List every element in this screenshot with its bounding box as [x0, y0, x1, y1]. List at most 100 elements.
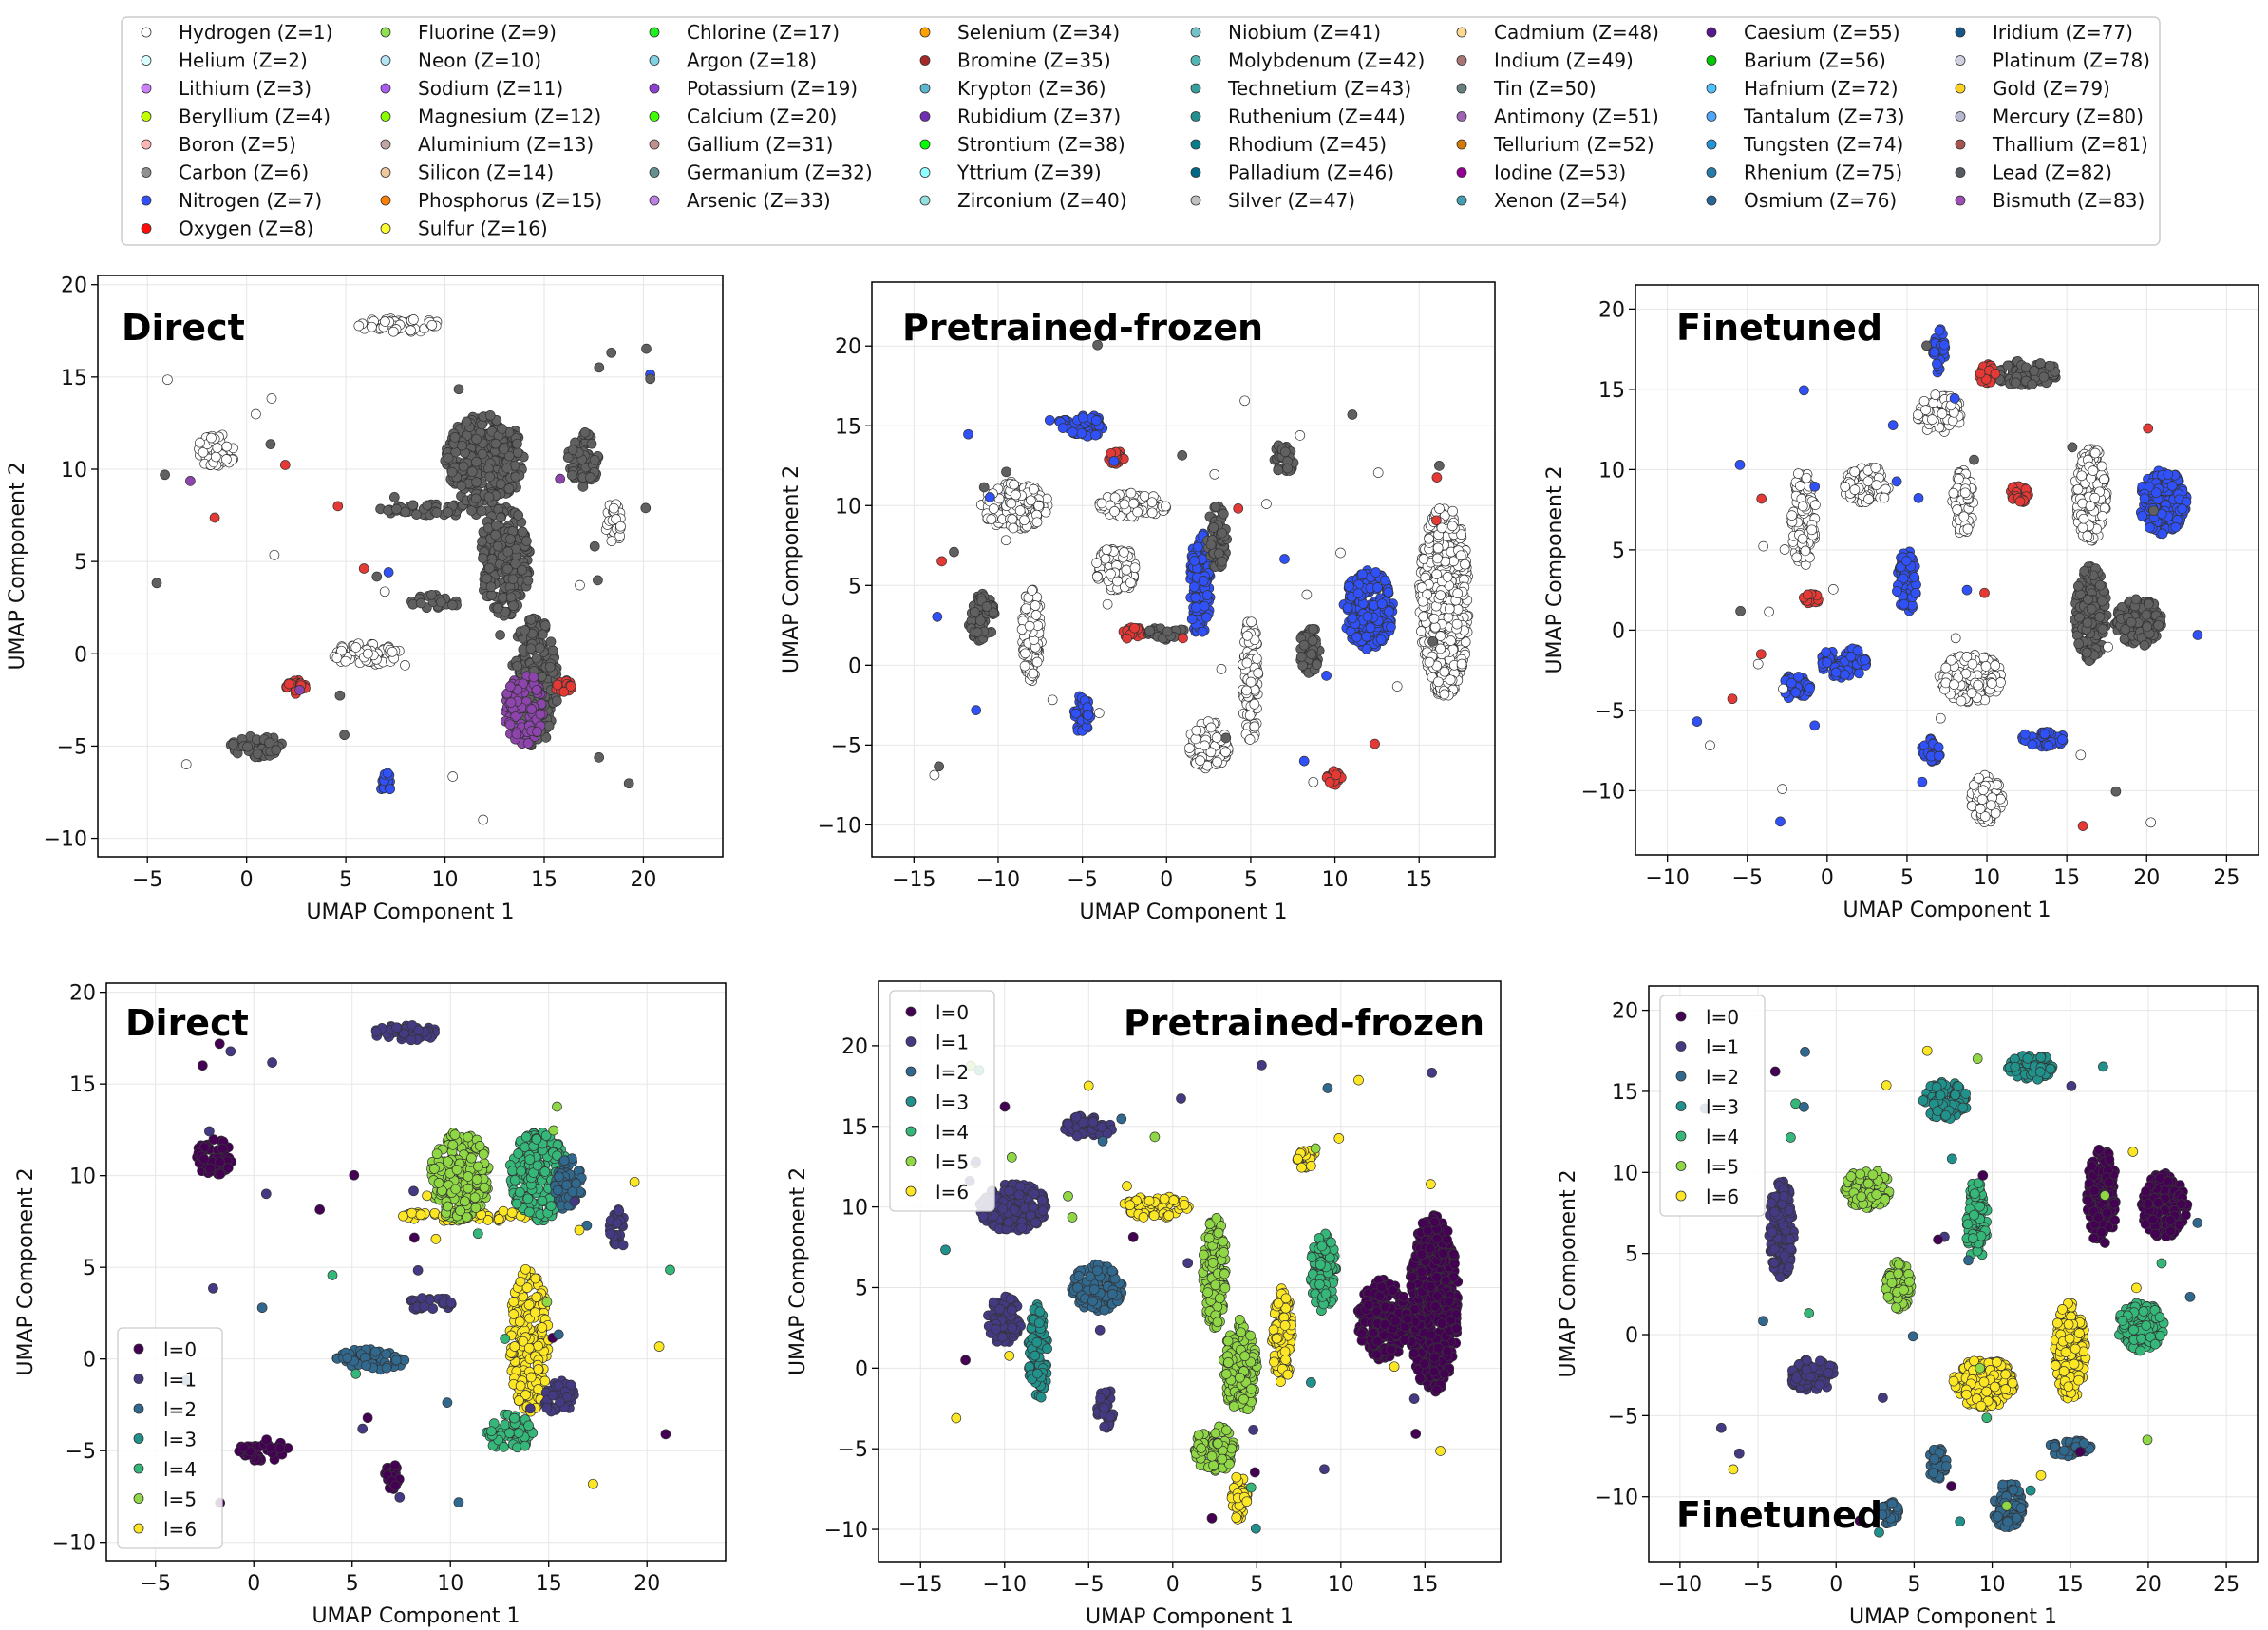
scatter-point — [1975, 804, 1986, 814]
scatter-cluster — [1184, 716, 1234, 774]
scatter-point — [387, 326, 399, 337]
scatter-point — [2078, 513, 2089, 524]
scatter-point — [1361, 631, 1372, 642]
element-legend-marker — [1456, 83, 1467, 94]
x-tick-label: −5 — [1067, 868, 1097, 892]
scatter-point-outlier — [383, 567, 394, 578]
scatter-point — [1442, 572, 1453, 582]
element-legend-label: Chlorine (Z=17) — [687, 21, 840, 44]
scatter-point — [1040, 506, 1051, 518]
scatter-point — [1432, 542, 1444, 554]
scatter-point — [1192, 541, 1203, 553]
scatter-point — [387, 646, 398, 657]
scatter-point — [1990, 660, 2001, 671]
element-legend-marker — [380, 167, 391, 178]
scatter-point — [1190, 592, 1201, 603]
element-legend-marker — [141, 195, 152, 206]
scatter-point — [972, 627, 983, 637]
scatter-point — [206, 432, 217, 444]
scatter-point — [382, 768, 393, 779]
x-tick-label: 5 — [339, 868, 352, 892]
scatter-point — [385, 784, 395, 795]
scatter-point — [1019, 660, 1030, 672]
element-legend-label: Nitrogen (Z=7) — [179, 189, 322, 212]
scatter-point — [1218, 508, 1229, 520]
scatter-point-outlier — [985, 492, 995, 502]
scatter-point — [1352, 588, 1364, 599]
scatter-point — [407, 500, 418, 511]
scatter-point — [522, 575, 534, 586]
element-legend-label: Osmium (Z=76) — [1744, 189, 1897, 212]
element-legend-marker — [141, 139, 152, 150]
scatter-point — [1146, 507, 1158, 519]
scatter-point-outlier — [1295, 430, 1306, 441]
scatter-point — [1351, 632, 1362, 643]
scatter-point — [2094, 612, 2106, 622]
panel-title: Pretrained-frozen — [902, 307, 1263, 349]
scatter-point-outlier — [400, 660, 410, 671]
scatter-point — [400, 506, 411, 518]
element-legend-label: Thallium (Z=81) — [1992, 133, 2148, 156]
scatter-points — [929, 339, 1474, 790]
scatter-point — [1132, 506, 1143, 518]
scatter-point-outlier — [209, 512, 220, 523]
scatter-point — [1246, 616, 1257, 628]
element-legend-label: Rhenium (Z=75) — [1744, 161, 1902, 184]
scatter-point — [577, 482, 589, 492]
scatter-point — [558, 686, 570, 697]
x-axis-label: UMAP Component 1 — [306, 900, 514, 924]
scatter-point — [1995, 793, 2006, 805]
scatter-point — [517, 526, 528, 538]
x-tick-label: 15 — [531, 868, 558, 892]
scatter-point — [1090, 429, 1101, 441]
scatter-point — [1090, 415, 1102, 426]
scatter-point — [2141, 609, 2152, 620]
scatter-cluster — [1295, 623, 1325, 678]
scatter-cluster — [1321, 766, 1347, 790]
scatter-point — [1416, 626, 1427, 636]
scatter-point-outlier — [594, 362, 605, 373]
scatter-point — [471, 433, 482, 445]
plot-area — [1635, 285, 2259, 855]
scatter-point — [565, 681, 576, 692]
scatter-point — [1205, 722, 1217, 733]
element-legend-label: Molybdenum (Z=42) — [1228, 49, 1425, 72]
scatter-point — [406, 325, 416, 336]
scatter-point — [1191, 725, 1202, 736]
scatter-point — [539, 620, 551, 631]
scatter-point — [2142, 621, 2153, 633]
scatter-point — [513, 510, 524, 521]
scatter-point-outlier — [332, 501, 344, 512]
element-legend-marker — [1955, 27, 1966, 38]
scatter-point — [495, 512, 506, 523]
element-legend-marker — [1190, 111, 1201, 122]
element-legend-label: Sodium (Z=11) — [418, 77, 563, 100]
scatter-point — [1144, 625, 1155, 636]
element-legend-marker — [1190, 139, 1201, 150]
scatter-point-outlier — [266, 393, 277, 404]
scatter-point — [986, 514, 997, 524]
scatter-point — [1386, 621, 1396, 633]
scatter-point — [383, 505, 393, 516]
scatter-point — [1253, 668, 1264, 678]
scatter-point — [507, 574, 519, 585]
scatter-point — [1122, 633, 1132, 644]
scatter-point — [512, 660, 523, 672]
element-legend-marker — [1955, 55, 1966, 66]
scatter-point — [1006, 498, 1017, 509]
scatter-point — [1197, 626, 1208, 637]
scatter-point-outlier — [936, 556, 947, 567]
scatter-point — [1024, 620, 1035, 632]
scatter-point — [408, 314, 419, 325]
element-legend-label: Zirconium (Z=40) — [957, 189, 1127, 212]
scatter-point-outlier — [379, 586, 390, 597]
scatter-point — [1937, 408, 1948, 419]
scatter-point — [2082, 617, 2093, 628]
element-legend-marker — [380, 195, 391, 206]
scatter-point — [1244, 710, 1256, 721]
element-legend-label: Arsenic (Z=33) — [687, 189, 831, 212]
element-legend-label: Tantalum (Z=73) — [1743, 105, 1905, 128]
element-legend-marker — [380, 83, 391, 94]
scatter-point — [1432, 553, 1443, 564]
scatter-point — [1028, 668, 1039, 679]
